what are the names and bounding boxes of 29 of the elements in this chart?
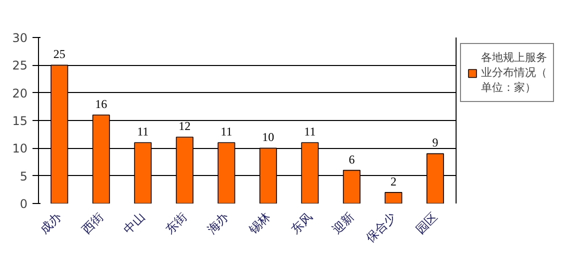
x-tick-label: 成办: [37, 210, 64, 236]
data-label: 11: [137, 124, 149, 139]
data-label: 6: [348, 152, 355, 166]
y-tick-label: 20: [12, 86, 28, 100]
x-tick-label: 锡林: [246, 210, 274, 238]
data-label: 12: [178, 119, 191, 134]
data-label: 11: [220, 124, 232, 139]
x-tick-label: 东街: [162, 210, 190, 236]
x-tick-label: 海办: [204, 210, 232, 236]
data-label: 11: [304, 124, 316, 139]
legend-label: 各地规上服务业分布情况（单位：家）: [481, 50, 547, 95]
y-tick-label: 10: [12, 142, 28, 156]
x-tick-label: 保合少: [363, 210, 398, 245]
data-label: 25: [53, 47, 66, 62]
y-tick-label: 30: [12, 31, 28, 45]
x-tick-label: 园区: [413, 210, 440, 236]
data-label: 10: [262, 130, 274, 144]
y-tick-label: 25: [12, 58, 28, 73]
x-tick-label: 中山: [120, 210, 148, 236]
x-tick-label: 迎新: [330, 210, 357, 236]
x-tick-label: 东风: [288, 210, 315, 236]
data-label: 9: [432, 136, 438, 150]
x-tick-label: 西街: [79, 210, 106, 236]
data-label: 16: [95, 96, 108, 111]
y-tick-label: 0: [20, 197, 28, 211]
y-tick-label: 15: [12, 114, 28, 128]
bar: [384, 192, 402, 204]
y-tick-label: 5: [20, 169, 28, 184]
data-label: 2: [390, 174, 396, 188]
